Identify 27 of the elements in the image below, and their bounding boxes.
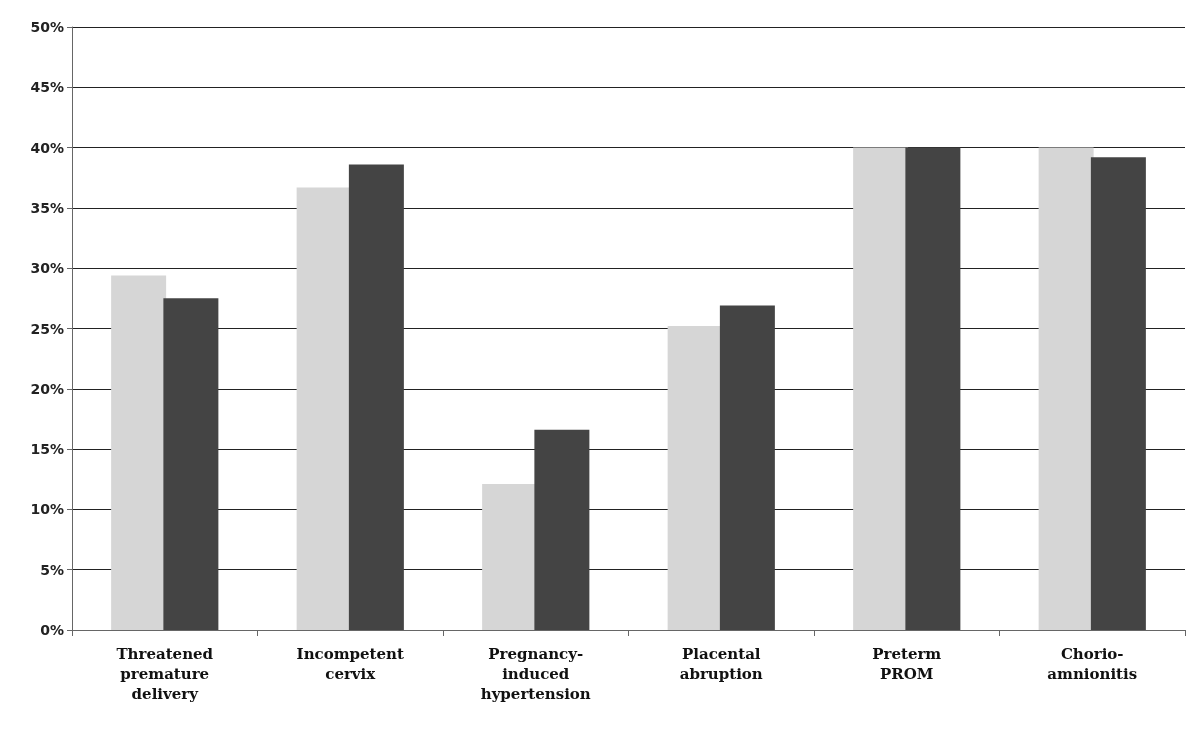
bar	[667, 326, 723, 630]
bar	[534, 429, 590, 630]
bar	[1090, 157, 1146, 630]
y-tick-label: 0%	[40, 622, 64, 638]
x-tick-label: Placental abruption	[679, 645, 763, 683]
y-tick-label: 15%	[30, 441, 64, 458]
bar	[719, 305, 775, 630]
x-tick-label: Chorio- amnionitis	[1047, 645, 1138, 683]
bar	[111, 275, 167, 630]
y-tick-label: 10%	[30, 501, 64, 518]
y-tick-label: 35%	[30, 199, 64, 216]
bar	[905, 147, 961, 630]
x-tick-label: Preterm PROM	[872, 645, 942, 683]
y-tick-label: 50%	[30, 19, 64, 35]
bar	[1038, 147, 1094, 630]
y-tick-label: 30%	[30, 260, 64, 277]
x-tick-label: Pregnancy- induced hypertension	[480, 645, 591, 703]
bar	[163, 298, 219, 630]
y-tick-label: 40%	[30, 139, 64, 156]
x-tick-label: Threatened premature delivery	[116, 645, 214, 703]
y-tick-label: 5%	[40, 561, 64, 578]
bar	[296, 187, 352, 630]
y-tick-label: 20%	[30, 380, 64, 397]
y-tick-label: 45%	[30, 79, 64, 96]
bar	[348, 164, 404, 630]
x-tick-label: Incompetent cervix	[296, 645, 404, 683]
y-tick-label: 25%	[30, 320, 64, 337]
